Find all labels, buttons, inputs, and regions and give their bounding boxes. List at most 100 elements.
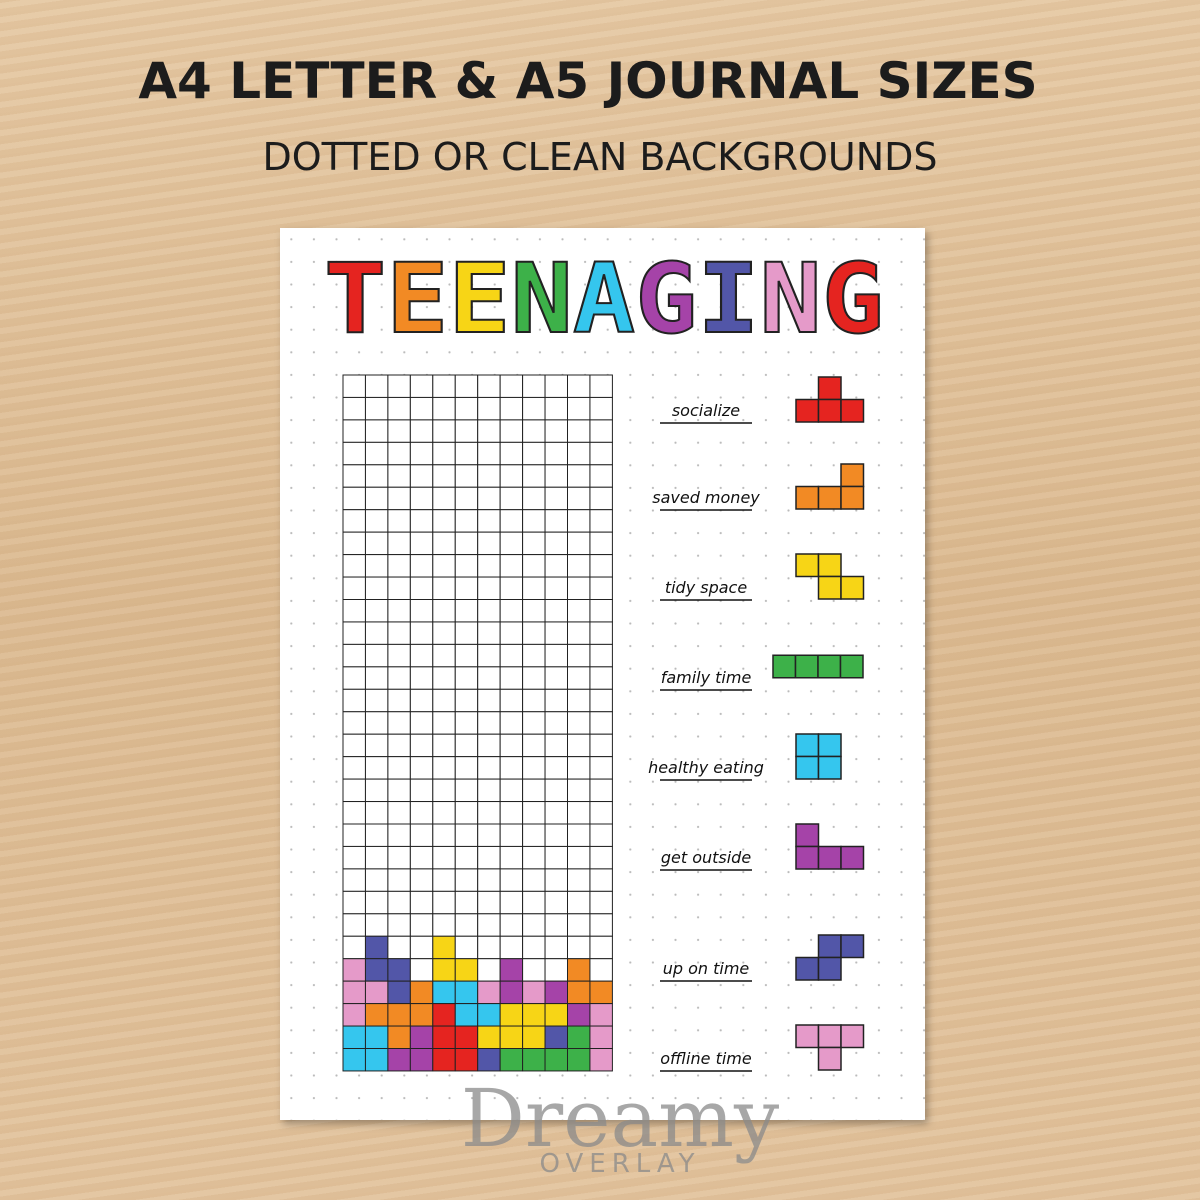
- grid-cell: [454, 823, 479, 847]
- grid-cell: [567, 509, 591, 533]
- grid-cell: [409, 845, 434, 870]
- grid-cell: [409, 913, 434, 937]
- grid-cell: [544, 396, 568, 421]
- grid-cell: [499, 935, 524, 960]
- grid-cell: [387, 486, 411, 511]
- grid-cell: [432, 599, 456, 623]
- grid-cell: [544, 845, 568, 870]
- grid-cell: [342, 554, 366, 578]
- grid-cell: [342, 1048, 366, 1072]
- grid-cell: [364, 1003, 389, 1027]
- grid-cell: [477, 980, 501, 1005]
- grid-cell: [567, 958, 591, 982]
- grid-cell: [522, 778, 546, 803]
- title-letter: T: [324, 243, 386, 355]
- grid-cell: [567, 621, 591, 645]
- grid-cell: [477, 823, 501, 847]
- grid-cell: [477, 890, 501, 915]
- grid-cell: [432, 756, 456, 780]
- grid-cell: [342, 823, 366, 847]
- grid-cell: [432, 688, 456, 713]
- grid-cell: [387, 801, 411, 825]
- grid-cell: [342, 778, 366, 803]
- grid-cell: [499, 1048, 524, 1072]
- grid-cell: [589, 374, 613, 398]
- grid-cell: [567, 464, 591, 488]
- grid-cell: [589, 1025, 613, 1050]
- grid-cell: [544, 733, 568, 758]
- grid-cell: [364, 621, 389, 645]
- grid-cell: [342, 509, 366, 533]
- grid-cell: [477, 688, 501, 713]
- grid-cell: [544, 643, 568, 668]
- grid-cell: [364, 441, 389, 466]
- grid-cell: [454, 778, 479, 803]
- title-letter: G: [822, 243, 884, 355]
- grid-cell: [544, 531, 568, 556]
- grid-cell: [387, 711, 411, 735]
- piece-block: [817, 398, 842, 423]
- grid-cell: [454, 554, 479, 578]
- grid-cell: [364, 801, 389, 825]
- grid-cell: [522, 958, 546, 982]
- grid-cell: [544, 778, 568, 803]
- grid-cell: [387, 1048, 411, 1072]
- grid-cell: [432, 778, 456, 803]
- piece-block: [817, 845, 842, 870]
- grid-cell: [387, 823, 411, 847]
- grid-cell: [364, 958, 389, 982]
- legend-label: get outside: [661, 848, 752, 867]
- grid-cell: [499, 890, 524, 915]
- grid-cell: [589, 711, 613, 735]
- grid-cell: [567, 1048, 591, 1072]
- grid-cell: [454, 643, 479, 668]
- grid-cell: [522, 1003, 546, 1027]
- piece-block: [817, 733, 842, 758]
- piece-block: [795, 845, 820, 870]
- grid-cell: [522, 935, 546, 960]
- grid-cell: [454, 576, 479, 600]
- grid-cell: [499, 531, 524, 556]
- grid-cell: [342, 1025, 366, 1050]
- grid-cell: [544, 868, 568, 892]
- grid-cell: [454, 801, 479, 825]
- watermark-name: Dreamy: [461, 1072, 779, 1165]
- grid-cell: [544, 823, 568, 847]
- grid-cell: [544, 666, 568, 690]
- piece-block: [817, 575, 842, 600]
- grid-cell: [544, 913, 568, 937]
- grid-cell: [409, 890, 434, 915]
- grid-cell: [454, 868, 479, 892]
- grid-cell: [432, 486, 456, 511]
- legend-label: socialize: [672, 401, 740, 420]
- grid-cell: [432, 868, 456, 892]
- piece-block: [795, 1024, 820, 1049]
- grid-cell: [432, 823, 456, 847]
- grid-cell: [522, 823, 546, 847]
- grid-cell: [567, 531, 591, 556]
- title-letter: N: [760, 243, 822, 355]
- grid-cell: [364, 486, 389, 511]
- grid-cell: [544, 599, 568, 623]
- grid-cell: [454, 419, 479, 443]
- grid-cell: [589, 1003, 613, 1027]
- grid-cell: [477, 486, 501, 511]
- grid-cell: [342, 801, 366, 825]
- grid-cell: [477, 935, 501, 960]
- grid-cell: [409, 486, 434, 511]
- grid-cell: [364, 711, 389, 735]
- grid-cell: [522, 509, 546, 533]
- piece-block: [817, 485, 842, 510]
- watermark-sub: OVERLAY: [539, 1149, 700, 1179]
- grid-cell: [544, 441, 568, 466]
- grid-cell: [499, 554, 524, 578]
- grid-cell: [567, 643, 591, 668]
- grid-cell: [364, 464, 389, 488]
- piece-block: [795, 733, 820, 758]
- grid-cell: [364, 509, 389, 533]
- grid-cell: [544, 711, 568, 735]
- piece-block: [817, 755, 842, 780]
- grid-cell: [364, 554, 389, 578]
- grid-cell: [522, 1048, 546, 1072]
- piece-block: [795, 755, 820, 780]
